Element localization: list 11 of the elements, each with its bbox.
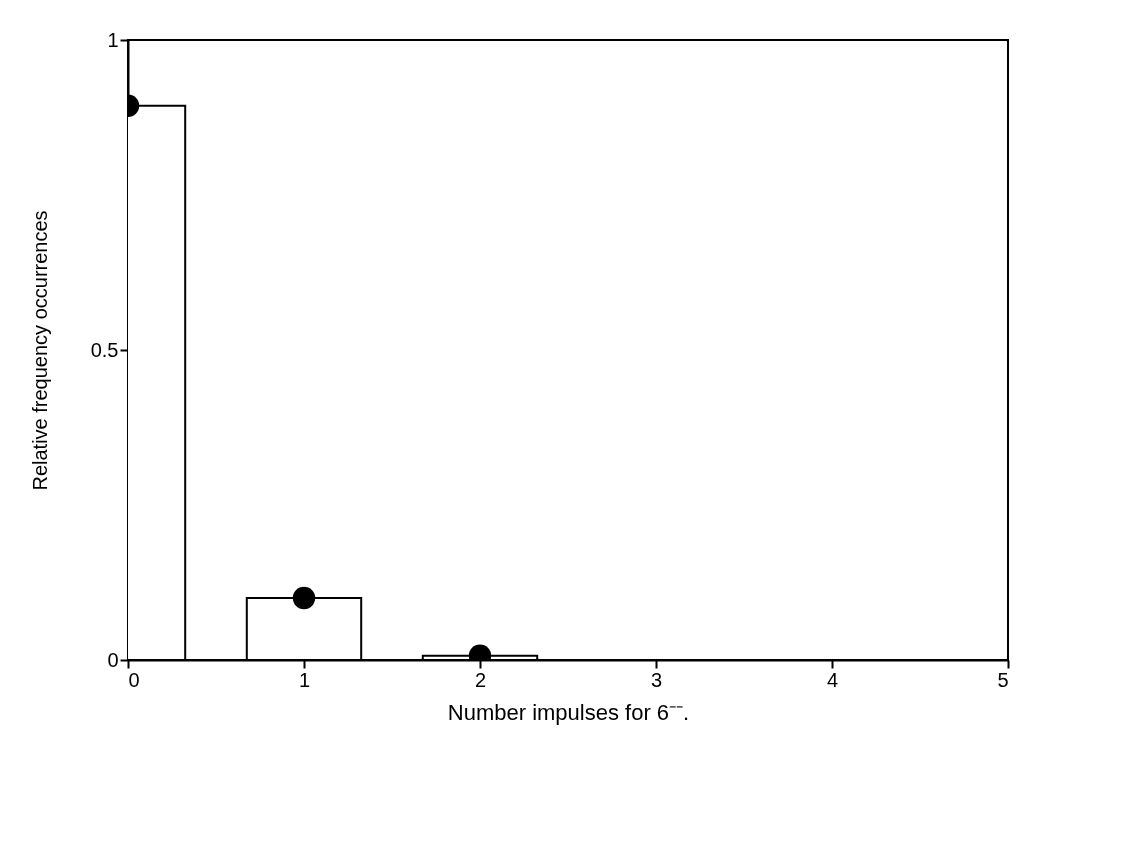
x-tick-label: 3 [650, 668, 663, 691]
x-tick-label: 5 [997, 668, 1009, 691]
x-tick-label: 0 [128, 668, 140, 691]
x-tick-label: 2 [474, 668, 487, 691]
x-axis-title: Number impulses for 6⁻⁻. [447, 699, 690, 725]
x-tick-label: 4 [826, 668, 839, 691]
y-tick-label: 0 [107, 648, 119, 671]
y-tick-label: 0.5 [90, 338, 119, 361]
y-tick-label: 1 [107, 28, 119, 51]
x-tick-label: 1 [298, 668, 311, 691]
y-axis-title: Relative frequency occurrences [28, 210, 51, 491]
